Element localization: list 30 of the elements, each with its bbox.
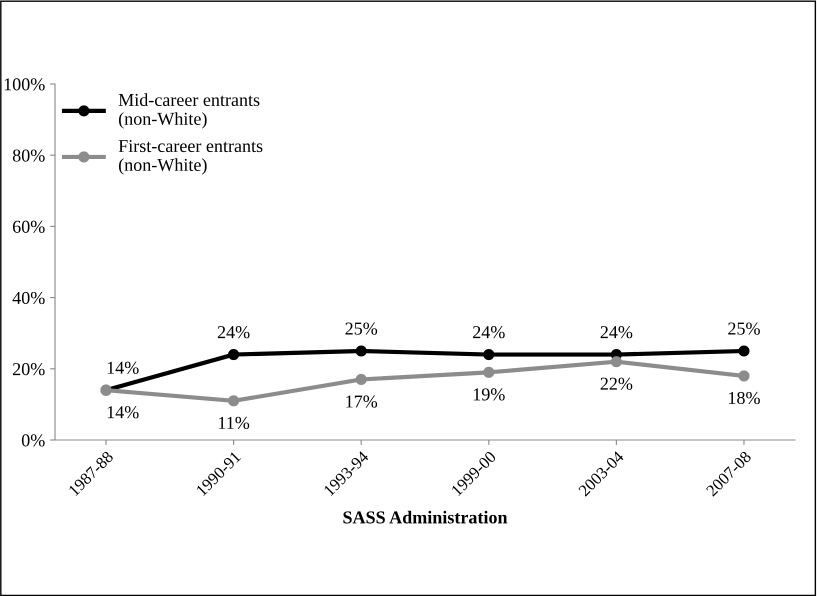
data-label: 11% [219,416,250,430]
data-label: 17% [346,395,378,408]
y-tick-label: 20% [12,363,45,376]
point [228,395,240,406]
legend-label: First-career entrants (non-White) [118,140,262,175]
point [483,349,494,360]
data-label: 24% [473,326,505,338]
point [356,345,367,357]
data-label: 14% [108,406,139,418]
y-tick-label: 100% [4,78,45,90]
x-axis-title: SASS Administration [343,510,508,524]
y-tick-label: 80% [12,149,45,162]
data-label: 25% [345,322,378,335]
data-label: 25% [728,322,760,335]
point [738,370,750,382]
y-tick-label: 40% [12,292,45,304]
y-tick-label: 60% [12,220,45,233]
point [610,356,622,368]
data-label: 19% [474,388,505,401]
point [738,345,750,357]
data-label: 22% [600,378,632,390]
point [228,349,240,360]
data-label: 24% [218,326,250,338]
y-tick-label: 0% [22,434,45,446]
point [356,374,367,386]
data-label: 24% [600,326,632,338]
data-label: 14% [108,362,139,374]
legend-label: Mid-career entrants (non-White) [118,93,260,129]
point [483,366,494,378]
data-label: 18% [729,392,760,404]
